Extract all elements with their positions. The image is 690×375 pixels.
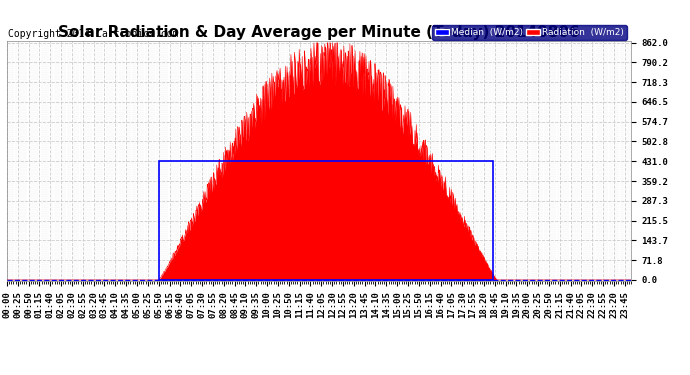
Title: Solar Radiation & Day Average per Minute (Today) 20140806: Solar Radiation & Day Average per Minute… — [58, 25, 580, 40]
Text: Copyright 2014 Cartronics.com: Copyright 2014 Cartronics.com — [8, 29, 179, 39]
Bar — [159, 161, 493, 280]
Legend: Median  (W/m2), Radiation  (W/m2): Median (W/m2), Radiation (W/m2) — [433, 26, 627, 40]
